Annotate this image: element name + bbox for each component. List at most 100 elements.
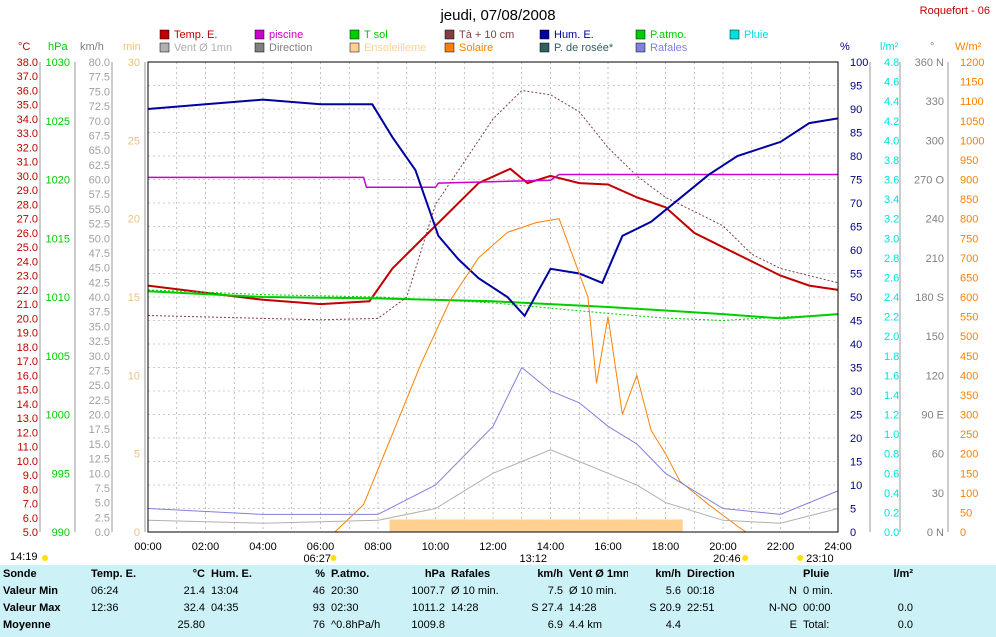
legend-swatch [539, 42, 550, 53]
legend-swatch [444, 29, 455, 40]
humidity-tick: 5 [850, 504, 856, 516]
direction-tick: 0 N [927, 527, 944, 539]
direction-tick: 360 N [915, 57, 944, 69]
stats-cell-label: Valeur Max [3, 601, 61, 614]
rain-tick: 1.0 [884, 429, 899, 441]
direction-tick: 60 [932, 449, 944, 461]
x-tick: 16:00 [594, 541, 622, 553]
wind-tick: 7.5 [95, 483, 110, 495]
stats-cell-hum-v: 76 [312, 618, 325, 631]
pressure-tick: 1030 [46, 57, 70, 69]
left-axes: 5.0 6.0 7.0 8.0 9.0 10.0 11.0 12.0 13.0 14.0 15.0 1… [17, 57, 146, 539]
rain-tick: 1.8 [884, 351, 899, 363]
stats-cell-vent-v: 4.4 [665, 618, 681, 631]
wind-tick: 30.0 [89, 351, 110, 363]
temp-tick: 11.0 [17, 442, 38, 454]
rain-tick: 4.6 [884, 77, 899, 89]
stats-cell-patm-t: 02:30 [331, 601, 359, 614]
unit-label: km/h [80, 41, 104, 53]
axis-units: °C hPa km/h min% l/m² ° W/m² [18, 41, 982, 53]
solar-tick: 1200 [960, 57, 984, 69]
x-axis: 00:00 02:00 04:00 06:00 08:00 10:00 12:00 14:00… [134, 541, 852, 553]
wind-tick: 62.5 [89, 160, 110, 172]
weather-chart: jeudi, 07/08/2008 Roquefort - 06 Temp. E… [10, 5, 990, 565]
temp-tick: 20.0 [17, 313, 38, 325]
series-lines [147, 89, 839, 533]
stats-cell-pluie-t: Total: [803, 618, 830, 631]
temp-tick: 23.0 [17, 271, 38, 283]
wind-tick: 80.0 [89, 57, 110, 69]
solar-tick: 1100 [960, 96, 984, 108]
stats-col-patm-unit: hPa [424, 567, 445, 580]
rain-tick: 3.2 [884, 214, 899, 226]
solar-tick: 550 [960, 312, 978, 324]
stats-cell-temp-t [88, 616, 148, 633]
wind-tick: 67.5 [89, 130, 110, 142]
wind-tick: 2.5 [95, 512, 110, 524]
unit-label: hPa [48, 41, 68, 53]
rain-tick: 2.2 [884, 312, 899, 324]
direction-tick: 210 [926, 253, 944, 265]
wind-tick: 40.0 [89, 292, 110, 304]
stats-cell-pluie-v [864, 582, 916, 599]
rain-tick: 0.8 [884, 449, 899, 461]
moonset-label: 23:10 [806, 553, 834, 565]
rain-tick: 3.6 [884, 175, 899, 187]
humidity-tick: 15 [850, 457, 862, 469]
stats-cell-vent-v: 5.6 [665, 584, 681, 597]
rain-tick: 0.2 [884, 507, 899, 519]
stats-cell-pluie-t: 00:00 [803, 601, 831, 614]
stats-cell-label: Valeur Min [3, 584, 59, 597]
temp-tick: 5.0 [23, 527, 38, 539]
legend-swatch [444, 42, 455, 53]
sun-markers: 14:19 06:27 13:12 20:46 23:10 [10, 551, 834, 565]
solar-tick: 650 [960, 272, 978, 284]
stats-cell-patm-v: 1009.8 [411, 618, 445, 631]
wind-tick: 77.5 [89, 72, 110, 84]
rain-tick: 3.4 [884, 194, 899, 206]
series-line [147, 167, 839, 306]
legend-entry: Direction [269, 42, 312, 54]
legend-swatch [159, 42, 170, 53]
stats-col-patm: P.atmo. [331, 567, 370, 580]
unit-label: ° [930, 41, 934, 53]
temp-tick: 9.0 [23, 470, 38, 482]
temp-tick: 13.0 [17, 413, 38, 425]
series-line [334, 218, 747, 533]
stats-cell-hum-t: 04:35 [211, 601, 239, 614]
humidity-tick: 55 [850, 269, 862, 281]
unit-label: W/m² [955, 41, 982, 53]
x-tick: 14:00 [537, 541, 565, 553]
sunshine-tick: 25 [128, 135, 140, 147]
temp-tick: 30.0 [17, 171, 38, 183]
stats-col-raf: Rafales [451, 567, 491, 580]
temp-tick: 34.0 [17, 114, 38, 126]
wind-tick: 55.0 [89, 204, 110, 216]
stats-col-pluie: Pluie [803, 567, 830, 580]
solar-tick: 50 [960, 507, 972, 519]
sunshine-bar [389, 519, 683, 532]
direction-tick: 90 E [921, 410, 944, 422]
humidity-tick: 80 [850, 151, 862, 163]
rain-tick: 3.0 [884, 233, 899, 245]
sunshine-tick: 15 [128, 292, 140, 304]
stats-cell-temp-v: 21.4 [183, 584, 205, 597]
temp-tick: 22.0 [17, 285, 38, 297]
right-axes: 0 5 10 15 20 25 30 35 40 45 50 55 60 65 70 75 80 85 90 95 10… [850, 57, 984, 539]
solar-tick: 100 [960, 488, 978, 500]
temp-tick: 6.0 [23, 513, 38, 525]
stats-cell-dir-v: N-NO [768, 601, 797, 614]
legend-entry: Tà + 10 cm [459, 29, 514, 41]
legend-entry: Hum. E. [554, 29, 594, 41]
moon-icon [797, 555, 804, 561]
sunshine-tick: 5 [134, 449, 140, 461]
solar-tick: 350 [960, 390, 978, 402]
rain-tick: 1.2 [884, 410, 899, 422]
sun-icon [742, 555, 749, 561]
stats-cell-temp-v: 25.80 [177, 618, 205, 631]
stats-cell-dir-t: 00:18 [687, 584, 715, 597]
wind-tick: 72.5 [89, 101, 110, 113]
plot-frame [147, 61, 839, 533]
temp-tick: 10.0 [17, 456, 38, 468]
wind-tick: 12.5 [89, 454, 110, 466]
